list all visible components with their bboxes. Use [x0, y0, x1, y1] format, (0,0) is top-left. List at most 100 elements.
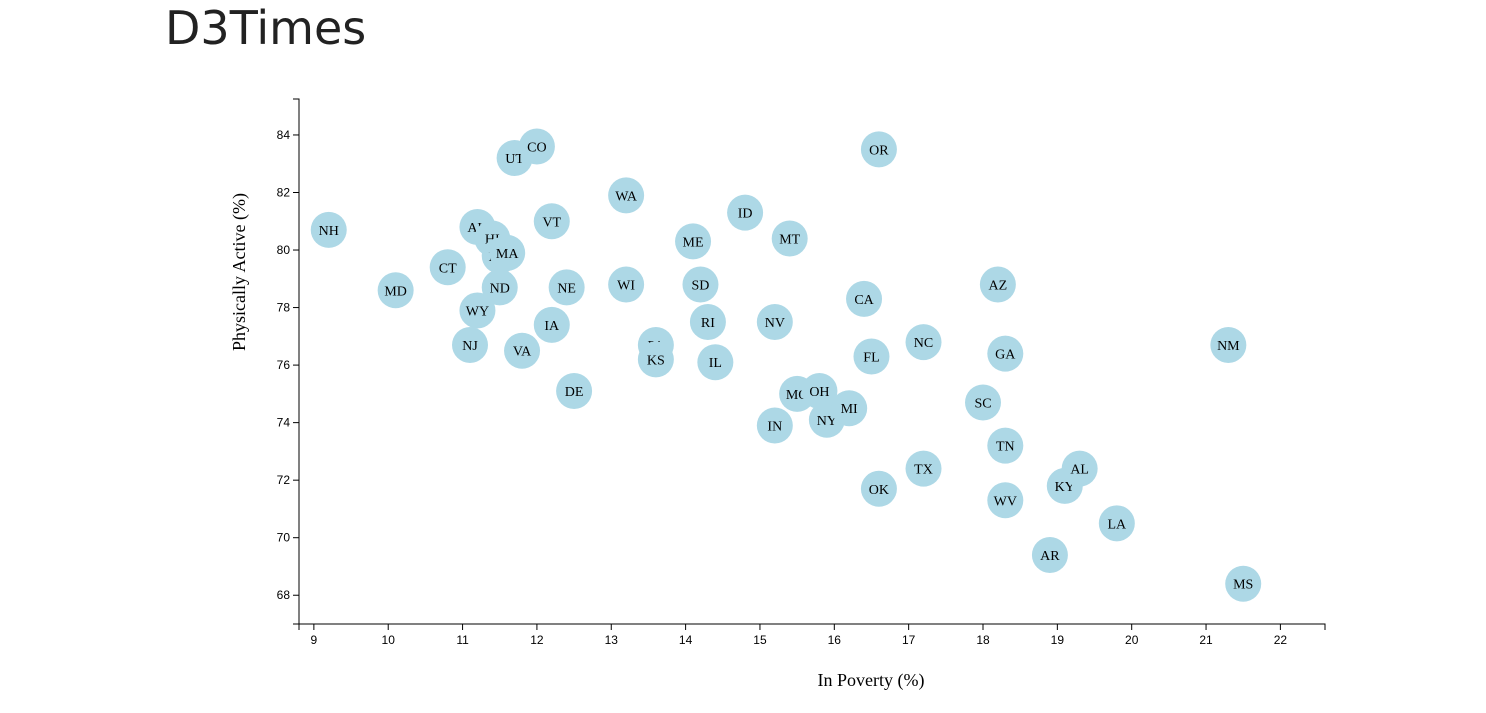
- data-point-ar[interactable]: AR: [1031, 536, 1068, 573]
- point-marker[interactable]: [637, 341, 674, 378]
- x-tick-label: 17: [902, 633, 916, 647]
- data-point-nc[interactable]: NC: [905, 324, 942, 361]
- data-point-ne[interactable]: NE: [548, 269, 585, 306]
- data-point-in[interactable]: IN: [756, 407, 793, 444]
- point-marker[interactable]: [860, 470, 897, 507]
- data-point-mt[interactable]: MT: [771, 220, 808, 257]
- point-marker[interactable]: [489, 234, 526, 271]
- point-marker[interactable]: [533, 306, 570, 343]
- point-marker[interactable]: [608, 177, 645, 214]
- point-marker[interactable]: [533, 203, 570, 240]
- point-marker[interactable]: [518, 128, 555, 165]
- point-marker[interactable]: [987, 335, 1024, 372]
- point-marker[interactable]: [682, 266, 719, 303]
- point-label: AR: [1040, 549, 1060, 564]
- data-point-wa[interactable]: WA: [608, 177, 645, 214]
- data-point-ga[interactable]: GA: [987, 335, 1024, 372]
- point-marker[interactable]: [697, 344, 734, 381]
- data-point-sc[interactable]: SC: [965, 384, 1001, 421]
- point-label: AZ: [989, 279, 1008, 294]
- point-marker[interactable]: [310, 211, 347, 248]
- data-point-ms[interactable]: MS: [1225, 565, 1262, 602]
- point-marker[interactable]: [987, 482, 1024, 519]
- point-marker[interactable]: [459, 292, 496, 329]
- data-point-sd[interactable]: SD: [682, 266, 719, 303]
- point-marker[interactable]: [429, 249, 466, 286]
- point-marker[interactable]: [853, 338, 890, 375]
- point-marker[interactable]: [1031, 536, 1068, 573]
- data-point-co[interactable]: CO: [518, 128, 555, 165]
- data-point-vt[interactable]: VT: [533, 203, 570, 240]
- point-marker[interactable]: [689, 303, 726, 340]
- data-point-nv[interactable]: NV: [756, 303, 793, 340]
- point-label: GA: [995, 348, 1016, 363]
- point-label: UT: [505, 152, 524, 167]
- point-marker[interactable]: [831, 390, 868, 427]
- data-point-va[interactable]: VA: [504, 332, 541, 369]
- point-label: MD: [384, 284, 407, 299]
- data-point-me[interactable]: ME: [675, 223, 712, 260]
- point-marker[interactable]: [905, 324, 942, 361]
- data-point-oh[interactable]: OH: [801, 372, 838, 409]
- x-tick-label: 21: [1199, 633, 1213, 647]
- data-point-al[interactable]: AL: [1061, 450, 1098, 487]
- data-point-az[interactable]: AZ: [979, 266, 1016, 303]
- data-point-de[interactable]: DE: [556, 372, 593, 409]
- point-marker[interactable]: [675, 223, 712, 260]
- point-marker[interactable]: [608, 266, 645, 303]
- point-marker[interactable]: [548, 269, 585, 306]
- point-marker[interactable]: [756, 407, 793, 444]
- point-marker[interactable]: [771, 220, 808, 257]
- point-marker[interactable]: [727, 194, 764, 231]
- data-point-nh[interactable]: NH: [310, 211, 347, 248]
- point-marker[interactable]: [377, 272, 414, 309]
- data-point-nm[interactable]: NM: [1210, 326, 1247, 363]
- data-point-wy[interactable]: WY: [459, 292, 496, 329]
- data-point-nd[interactable]: ND: [481, 269, 518, 306]
- point-marker[interactable]: [452, 326, 488, 363]
- point-marker[interactable]: [1225, 565, 1262, 602]
- data-point-ok[interactable]: OK: [860, 470, 897, 507]
- data-point-il[interactable]: IL: [697, 344, 734, 381]
- point-marker[interactable]: [860, 131, 897, 168]
- data-point-ma[interactable]: MA: [489, 234, 526, 271]
- data-point-wi[interactable]: WI: [608, 266, 645, 303]
- data-point-mi[interactable]: MI: [831, 390, 868, 427]
- point-marker[interactable]: [1210, 326, 1247, 363]
- point-label: ME: [683, 235, 704, 250]
- data-point-nj[interactable]: NJ: [452, 326, 488, 363]
- point-marker[interactable]: [1098, 505, 1135, 542]
- data-point-ks[interactable]: KS: [637, 341, 674, 378]
- point-marker[interactable]: [987, 427, 1024, 464]
- point-marker[interactable]: [556, 372, 593, 409]
- point-marker[interactable]: [481, 269, 518, 306]
- y-tick-label: 74: [277, 416, 291, 430]
- data-point-ia[interactable]: IA: [533, 306, 570, 343]
- data-point-fl[interactable]: FL: [853, 338, 890, 375]
- data-point-md[interactable]: MD: [377, 272, 414, 309]
- point-label: DE: [565, 385, 584, 400]
- point-marker[interactable]: [504, 332, 541, 369]
- point-label: IA: [544, 319, 560, 334]
- point-marker[interactable]: [756, 303, 793, 340]
- y-tick-label: 84: [277, 128, 291, 142]
- data-point-tx[interactable]: TX: [905, 450, 942, 487]
- point-marker[interactable]: [846, 280, 883, 317]
- point-label: WV: [994, 494, 1017, 509]
- data-point-ct[interactable]: CT: [429, 249, 466, 286]
- point-marker[interactable]: [905, 450, 942, 487]
- point-marker[interactable]: [801, 372, 838, 409]
- data-point-ca[interactable]: CA: [846, 280, 883, 317]
- x-tick-label: 16: [828, 633, 842, 647]
- point-marker[interactable]: [1061, 450, 1098, 487]
- point-marker[interactable]: [965, 384, 1001, 421]
- data-point-wv[interactable]: WV: [987, 482, 1024, 519]
- data-point-id[interactable]: ID: [727, 194, 764, 231]
- point-label: CT: [439, 261, 457, 276]
- data-point-la[interactable]: LA: [1098, 505, 1135, 542]
- y-tick-label: 78: [277, 301, 291, 315]
- data-point-or[interactable]: OR: [860, 131, 897, 168]
- point-marker[interactable]: [979, 266, 1016, 303]
- data-point-tn[interactable]: TN: [987, 427, 1024, 464]
- data-point-ri[interactable]: RI: [689, 303, 726, 340]
